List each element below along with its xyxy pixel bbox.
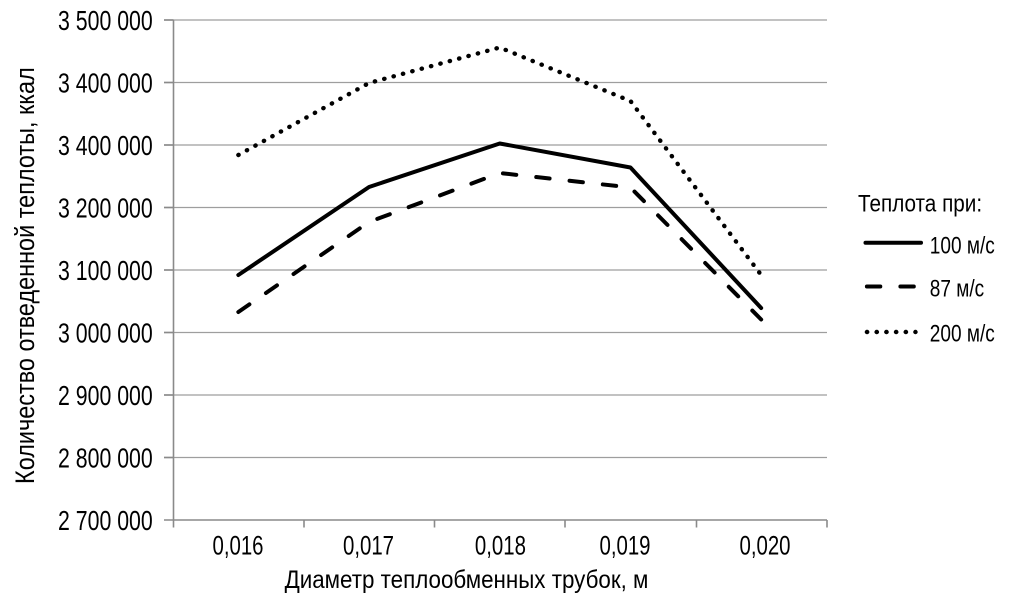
svg-text:100 м/с: 100 м/с bbox=[930, 231, 995, 259]
svg-text:87 м/с: 87 м/с bbox=[930, 275, 985, 303]
svg-text:3 400 000: 3 400 000 bbox=[58, 132, 153, 162]
svg-text:Количество отведенной теплоты,: Количество отведенной теплоты, ккал bbox=[11, 67, 41, 484]
svg-text:3 000 000: 3 000 000 bbox=[58, 319, 153, 349]
svg-text:2 900 000: 2 900 000 bbox=[58, 382, 153, 412]
svg-text:3 100 000: 3 100 000 bbox=[58, 257, 153, 287]
svg-text:Диаметр теплообменных трубок,: Диаметр теплообменных трубок, м bbox=[285, 567, 649, 594]
svg-text:2 700 000: 2 700 000 bbox=[58, 507, 153, 537]
svg-text:3 500 000: 3 500 000 bbox=[58, 7, 153, 37]
svg-text:0,020: 0,020 bbox=[739, 532, 790, 561]
svg-text:0,016: 0,016 bbox=[212, 532, 263, 561]
svg-text:0,018: 0,018 bbox=[475, 532, 526, 561]
svg-text:2 800 000: 2 800 000 bbox=[58, 444, 153, 474]
svg-text:3 400 000: 3 400 000 bbox=[58, 69, 153, 99]
svg-text:200 м/с: 200 м/с bbox=[930, 319, 995, 347]
svg-text:0,019: 0,019 bbox=[599, 532, 650, 561]
svg-text:Теплота при:: Теплота при: bbox=[858, 190, 982, 217]
svg-text:0,017: 0,017 bbox=[343, 532, 394, 561]
svg-text:3 200 000: 3 200 000 bbox=[58, 194, 153, 224]
